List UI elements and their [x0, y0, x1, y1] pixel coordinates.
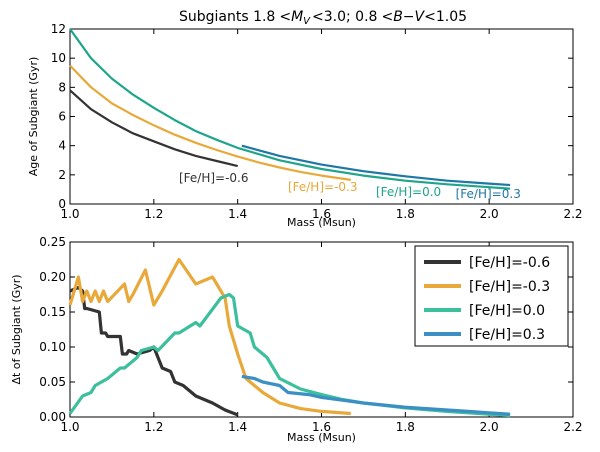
age-x-tick-label: 1.0	[60, 207, 79, 221]
delta-t-x-axis-label: Mass (Msun)	[287, 431, 356, 444]
legend-label-fe-h-0-6: [Fe/H]=-0.6	[469, 255, 550, 271]
delta-t-series-line-fe-h-0-6	[69, 285, 239, 417]
series-label-fe-h-0-0: [Fe/H]=0.0	[376, 185, 441, 199]
age-plot-frame	[69, 28, 574, 205]
age-x-tick-label: 2.0	[480, 207, 499, 221]
age-y-tick-label: 6	[58, 110, 66, 124]
legend: [Fe/H]=-0.6 [Fe/H]=-0.3 [Fe/H]=0.0 [Fe/H]=0…	[414, 245, 569, 347]
series-label-fe-h-0-6: [Fe/H]=-0.6	[179, 171, 249, 185]
age-x-tick-label: 1.4	[228, 207, 247, 221]
delta-t-y-axis-label: Δt of Subgiant (Gyr)	[10, 274, 23, 384]
delta-t-series-line-fe-h-0-3	[68, 257, 351, 416]
series-label-fe-h-0-3: [Fe/H]=0.3	[456, 187, 521, 201]
legend-label-fe-h-0-3: [Fe/H]=-0.3	[469, 279, 550, 295]
legend-label-fe-h-0-0: [Fe/H]=0.0	[469, 303, 545, 319]
age-series-line-fe-h-0-6	[69, 89, 238, 168]
age-series-line-fe-h-0-3	[69, 64, 351, 181]
chart-title: Subgiants 1.8 <MV <3.0; 0.8 <B−V<1.05	[179, 9, 467, 27]
delta-t-series-line-fe-h-0-3	[241, 374, 511, 416]
delta-t-x-tick-label: 1.8	[396, 420, 415, 434]
age-x-tick-label: 1.2	[144, 207, 163, 221]
age-x-tick-label: 1.8	[396, 207, 415, 221]
delta-t-panel: 1.0 1.2 1.4 1.6 1.8 2.0 2.2 0.000.050.100.150.…	[10, 235, 583, 444]
delta-t-x-ticks: 1.0 1.2 1.4 1.6 1.8 2.0 2.2	[60, 242, 583, 434]
age-y-axis-label: Age of Subgiant (Gyr)	[27, 57, 40, 177]
age-x-axis-label: Mass (Msun)	[287, 216, 356, 229]
delta-t-y-tick-label: 0.20	[39, 270, 66, 284]
age-series	[69, 28, 511, 190]
age-x-ticks: 1.0 1.2 1.4 1.6 1.8 2.0 2.2	[60, 29, 583, 221]
age-x-tick-label: 2.2	[563, 207, 582, 221]
delta-t-y-tick-label: 0.25	[39, 235, 66, 249]
age-y-tick-label: 0	[58, 197, 66, 211]
series-label-fe-h-0-3: [Fe/H]=-0.3	[288, 180, 358, 194]
age-x-tick-label: 1.6	[312, 207, 331, 221]
delta-t-y-tick-label: 0.05	[39, 375, 66, 389]
delta-t-y-tick-label: 0.15	[39, 305, 66, 319]
delta-t-x-tick-label: 1.2	[144, 420, 163, 434]
age-y-tick-label: 12	[51, 22, 66, 36]
delta-t-x-tick-label: 1.6	[312, 420, 331, 434]
age-series-labels: [Fe/H]=-0.6 [Fe/H]=-0.3 [Fe/H]=0.0 [Fe/H]=0…	[179, 171, 521, 201]
delta-t-series	[68, 257, 511, 418]
age-series-line-fe-h-0-3	[241, 144, 511, 187]
age-y-tick-label: 10	[51, 51, 66, 65]
delta-t-y-tick-label: 0.00	[39, 410, 66, 424]
delta-t-y-tick-label: 0.10	[39, 340, 66, 354]
legend-label-fe-h-0-3: [Fe/H]=0.3	[469, 327, 545, 343]
delta-t-y-ticks: 0.00 0.05 0.10 0.15 0.20 0.25	[39, 235, 573, 424]
age-y-tick-label: 8	[58, 80, 66, 94]
delta-t-x-tick-label: 2.2	[563, 420, 582, 434]
age-y-ticks: 0 2 4 6 8 10 12	[51, 22, 573, 211]
age-panel: 1.0 1.2 1.4 1.6 1.8 2.0 2.2 0 2 4 6 8 10 12 [Fe/H]=-…	[27, 22, 583, 229]
age-series-line-fe-h-0-0	[69, 28, 511, 190]
age-y-tick-label: 4	[58, 139, 66, 153]
delta-t-x-tick-label: 2.0	[480, 420, 499, 434]
delta-t-series-line-fe-h-0-0	[68, 292, 511, 418]
delta-t-x-tick-label: 1.0	[60, 420, 79, 434]
age-y-tick-label: 2	[58, 168, 66, 182]
delta-t-x-tick-label: 1.4	[228, 420, 247, 434]
